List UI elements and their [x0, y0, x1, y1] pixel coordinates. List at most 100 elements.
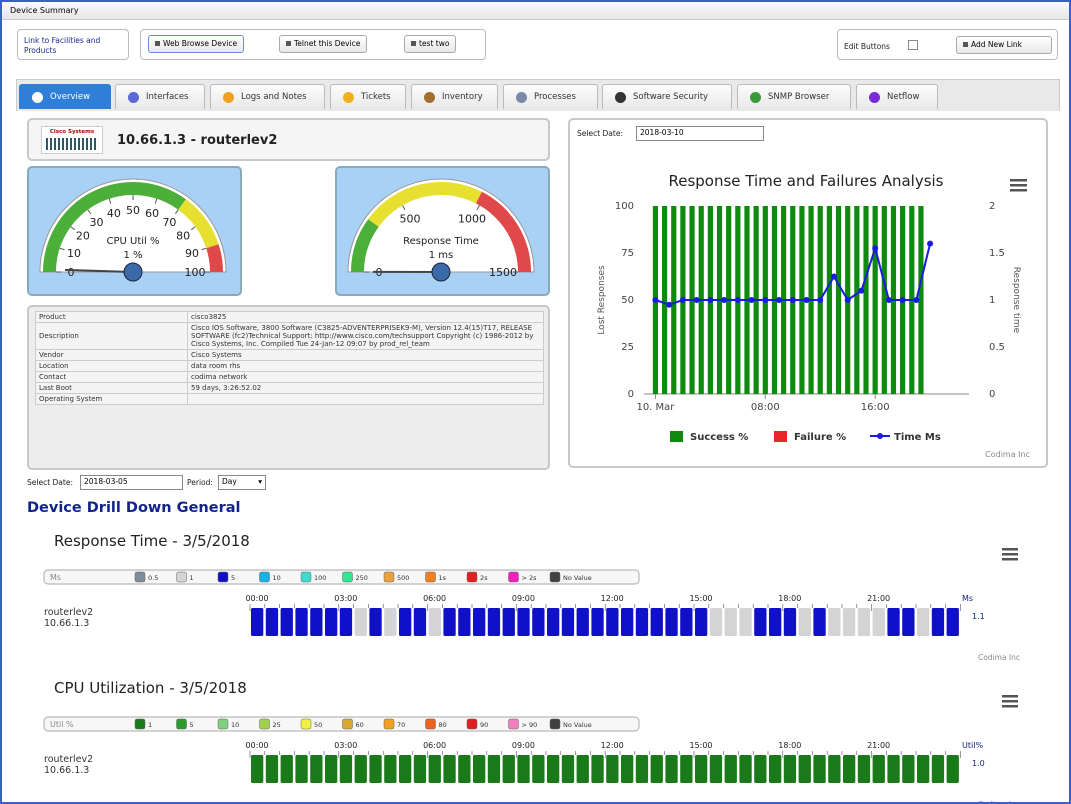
- legend-label: 1: [148, 721, 152, 729]
- table-value: 59 days, 3:26:52.02: [187, 382, 544, 394]
- heat-cell: [399, 755, 412, 783]
- bar: [661, 206, 668, 394]
- heat-cell: [650, 608, 663, 636]
- tab[interactable]: Processes: [503, 84, 598, 109]
- tab-label[interactable]: SNMP Browser: [768, 92, 830, 102]
- gauge-tick-label: 80: [176, 230, 190, 243]
- legend-label: 5: [231, 574, 235, 582]
- legend-label: 1: [190, 574, 194, 582]
- heat-cell: [561, 608, 575, 636]
- heat-cell: [339, 755, 353, 783]
- window-title: Device Summary: [2, 2, 1069, 20]
- gauge-tick-label: 1500: [489, 266, 517, 279]
- line-point: [885, 297, 892, 303]
- tab[interactable]: Tickets: [330, 84, 406, 109]
- tab[interactable]: Overview: [19, 84, 111, 109]
- line-point: [899, 297, 906, 303]
- add-link-button[interactable]: Add New Link: [956, 36, 1052, 54]
- legend-swatch: [466, 571, 478, 583]
- heat-cell: [769, 755, 782, 783]
- drill-down: Response Time - 3/5/2018 Ms 0.5 1 5 10 100 250 5…: [43, 532, 1020, 802]
- heat-cell: [251, 755, 264, 783]
- tab-label[interactable]: Netflow: [887, 92, 920, 102]
- tab-label[interactable]: Interfaces: [146, 92, 189, 102]
- heat-cell: [769, 608, 782, 636]
- hour-label: 21:00: [867, 741, 890, 750]
- button[interactable]: test two: [404, 35, 457, 53]
- legend-swatch: [176, 718, 187, 730]
- strip-menu: [1002, 558, 1018, 561]
- gauge-tick-label: 70: [162, 216, 176, 229]
- strip-menu: [1002, 705, 1018, 708]
- heat-cell: [502, 608, 515, 636]
- tab[interactable]: Netflow: [856, 84, 938, 109]
- gauge-label: CPU Util %: [107, 236, 160, 247]
- tab-label[interactable]: Logs and Notes: [241, 92, 307, 102]
- tab[interactable]: Software Security: [602, 84, 732, 109]
- tab[interactable]: Inventory: [411, 84, 498, 109]
- button[interactable]: Web Browse Device: [148, 35, 245, 53]
- hour-label: 00:00: [245, 594, 268, 603]
- checkbox[interactable]: [908, 40, 918, 50]
- legend-label: 2s: [480, 574, 488, 582]
- table-key: Operating System: [35, 393, 188, 405]
- button-box: Web Browse Device Telnet this Device tes…: [140, 29, 486, 60]
- gauge-tick-label: 500: [400, 212, 421, 225]
- legend-swatch: [300, 718, 312, 730]
- gauge-hub: [431, 262, 451, 282]
- heat-cell: [946, 608, 959, 636]
- gauge-tick-label: 30: [90, 216, 104, 229]
- legend-label: 90: [480, 721, 488, 729]
- heat-cell: [591, 755, 604, 783]
- tab[interactable]: SNMP Browser: [737, 84, 851, 109]
- chart-date-input[interactable]: 2018-03-10: [636, 126, 764, 141]
- date-input[interactable]: 2018-03-05: [80, 475, 183, 490]
- bar: [918, 206, 924, 394]
- heat-cell: [280, 755, 293, 783]
- heat-cell: [458, 608, 471, 636]
- heat-cell: [739, 608, 752, 636]
- legend-swatch: [134, 571, 146, 583]
- heat-cell: [813, 608, 826, 636]
- hour-label: 09:00: [512, 741, 535, 750]
- line-point: [748, 297, 755, 303]
- legend-label: 500: [397, 574, 409, 582]
- tab[interactable]: Interfaces: [115, 84, 205, 109]
- heat-cell: [339, 608, 353, 636]
- tab[interactable]: Logs and Notes: [210, 84, 325, 109]
- date-label: Select Date:: [27, 478, 73, 487]
- heat-cell: [413, 755, 427, 783]
- period-select[interactable]: Day ▾: [218, 475, 266, 490]
- heat-cell: [606, 755, 619, 783]
- heat-cell: [413, 608, 427, 636]
- heat-cell: [739, 755, 752, 783]
- tab-label[interactable]: Processes: [534, 92, 576, 102]
- tab-icon: [343, 92, 354, 103]
- tab-label[interactable]: Inventory: [442, 92, 483, 102]
- heat-cell: [695, 755, 708, 783]
- heat-cell: [280, 608, 293, 636]
- table-value: data room rhs: [187, 360, 544, 372]
- tab-icon: [750, 92, 761, 103]
- button[interactable]: Telnet this Device: [279, 35, 368, 53]
- line-point: [927, 240, 934, 247]
- gauge-tick-label: 1000: [458, 212, 486, 225]
- heat-cell: [517, 755, 530, 783]
- tab-label[interactable]: Overview: [50, 92, 91, 102]
- legend-swatch: [176, 571, 187, 583]
- table-key: Location: [35, 360, 188, 372]
- info-panel: Product cisco3825 Description Cisco IOS Sof…: [27, 305, 550, 470]
- tab-label[interactable]: Software Security: [633, 92, 709, 102]
- link-box[interactable]: Link to Facilities and Products: [17, 29, 129, 60]
- legend-label: 25: [273, 721, 281, 729]
- period-label: Period:: [187, 478, 213, 487]
- y2-tick-label: 2: [989, 201, 995, 212]
- gauge-tick: [190, 226, 196, 231]
- heat-cell: [783, 755, 797, 783]
- tab-bar: Overview Interfaces Logs and Notes Tickets I…: [16, 79, 1060, 111]
- row-name: routerlev2: [44, 754, 93, 765]
- link-text[interactable]: Link to Facilities and Products: [24, 36, 101, 55]
- heat-cell: [828, 608, 841, 636]
- legend-label: Failure %: [794, 432, 846, 443]
- tab-label[interactable]: Tickets: [361, 92, 391, 102]
